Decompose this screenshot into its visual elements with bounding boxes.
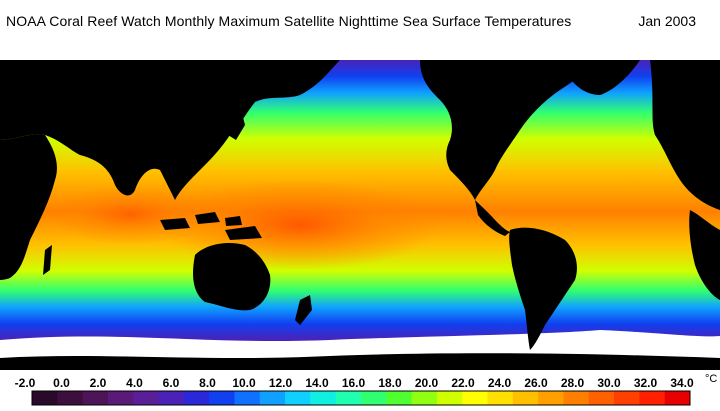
legend-swatch	[538, 391, 564, 405]
legend-tick-label: 16.0	[342, 376, 366, 390]
legend-swatch	[361, 391, 387, 405]
greenland	[560, 60, 640, 95]
legend-tick-label: 22.0	[451, 376, 475, 390]
madagascar	[43, 245, 52, 275]
legend-swatch	[234, 391, 261, 405]
legend-swatch	[209, 391, 235, 405]
legend-tick-label: 28.0	[561, 376, 585, 390]
legend-border	[31, 390, 691, 406]
legend-unit: °C	[705, 373, 717, 385]
legend-tick-label: 10.0	[232, 376, 256, 390]
legend-tick-label: 34.0	[670, 376, 694, 390]
legend-tick-label: 32.0	[634, 376, 658, 390]
legend-swatch	[335, 391, 362, 405]
legend-tick-label: 30.0	[597, 376, 621, 390]
legend-tick-label: -2.0	[15, 376, 36, 390]
legend-tick-label: 18.0	[378, 376, 402, 390]
map-date: Jan 2003	[638, 13, 696, 29]
legend-swatch	[107, 391, 134, 405]
africa	[0, 134, 57, 280]
africa-right-edge	[689, 210, 720, 300]
legend-swatch	[563, 391, 590, 405]
legend-tick-label: 8.0	[199, 376, 216, 390]
legend-swatch	[133, 391, 160, 405]
north-america	[420, 60, 600, 200]
legend-tick-label: 4.0	[126, 376, 143, 390]
legend-swatch	[285, 391, 311, 405]
europe-right-edge	[650, 60, 720, 210]
legend-swatch	[588, 391, 615, 405]
legend-swatch	[259, 391, 286, 405]
legend-swatch	[664, 391, 691, 405]
legend-swatch	[462, 391, 489, 405]
legend-tick-label: 14.0	[305, 376, 329, 390]
legend-tick-label: 26.0	[524, 376, 548, 390]
australia	[193, 243, 271, 311]
legend-tick-labels: -2.0 0.0 2.0 4.0 6.0 8.0 10.0 12.0 14.0 16.0 18.0 2…	[15, 376, 694, 390]
legend-swatch	[183, 391, 210, 405]
eurasia	[0, 60, 340, 200]
map-title: NOAA Coral Reef Watch Monthly Maximum Sa…	[6, 13, 572, 29]
legend-swatch	[158, 391, 185, 405]
legend-tick-label: 20.0	[415, 376, 439, 390]
warm-pool-indian-ocean	[50, 185, 210, 245]
legend-swatch	[512, 391, 539, 405]
legend-swatch	[487, 391, 514, 405]
indonesia	[160, 212, 242, 230]
south-america	[509, 227, 577, 350]
legend-swatches	[31, 390, 691, 406]
legend-swatch	[57, 391, 84, 405]
central-america	[475, 200, 510, 236]
sst-map	[0, 40, 720, 370]
legend-swatch	[411, 391, 438, 405]
legend-swatch	[639, 391, 666, 405]
arctic-ice	[0, 40, 720, 60]
new-zealand	[295, 295, 312, 325]
japan	[228, 105, 245, 140]
new-guinea	[225, 226, 262, 240]
header: NOAA Coral Reef Watch Monthly Maximum Sa…	[0, 0, 720, 40]
legend-swatch	[310, 391, 337, 405]
legend-tick-label: 0.0	[53, 376, 70, 390]
legend-tick-label: 6.0	[163, 376, 180, 390]
legend-swatch	[436, 391, 463, 405]
legend-swatch	[82, 391, 109, 405]
color-legend: -2.0 0.0 2.0 4.0 6.0 8.0 10.0 12.0 14.0 16.0 18.0 2…	[0, 371, 720, 411]
legend-swatch	[32, 391, 58, 405]
legend-swatch	[386, 391, 413, 405]
legend-tick-label: 12.0	[269, 376, 293, 390]
legend-swatch	[614, 391, 640, 405]
legend-tick-label: 2.0	[90, 376, 107, 390]
legend-tick-label: 24.0	[488, 376, 512, 390]
antarctica	[0, 353, 720, 370]
